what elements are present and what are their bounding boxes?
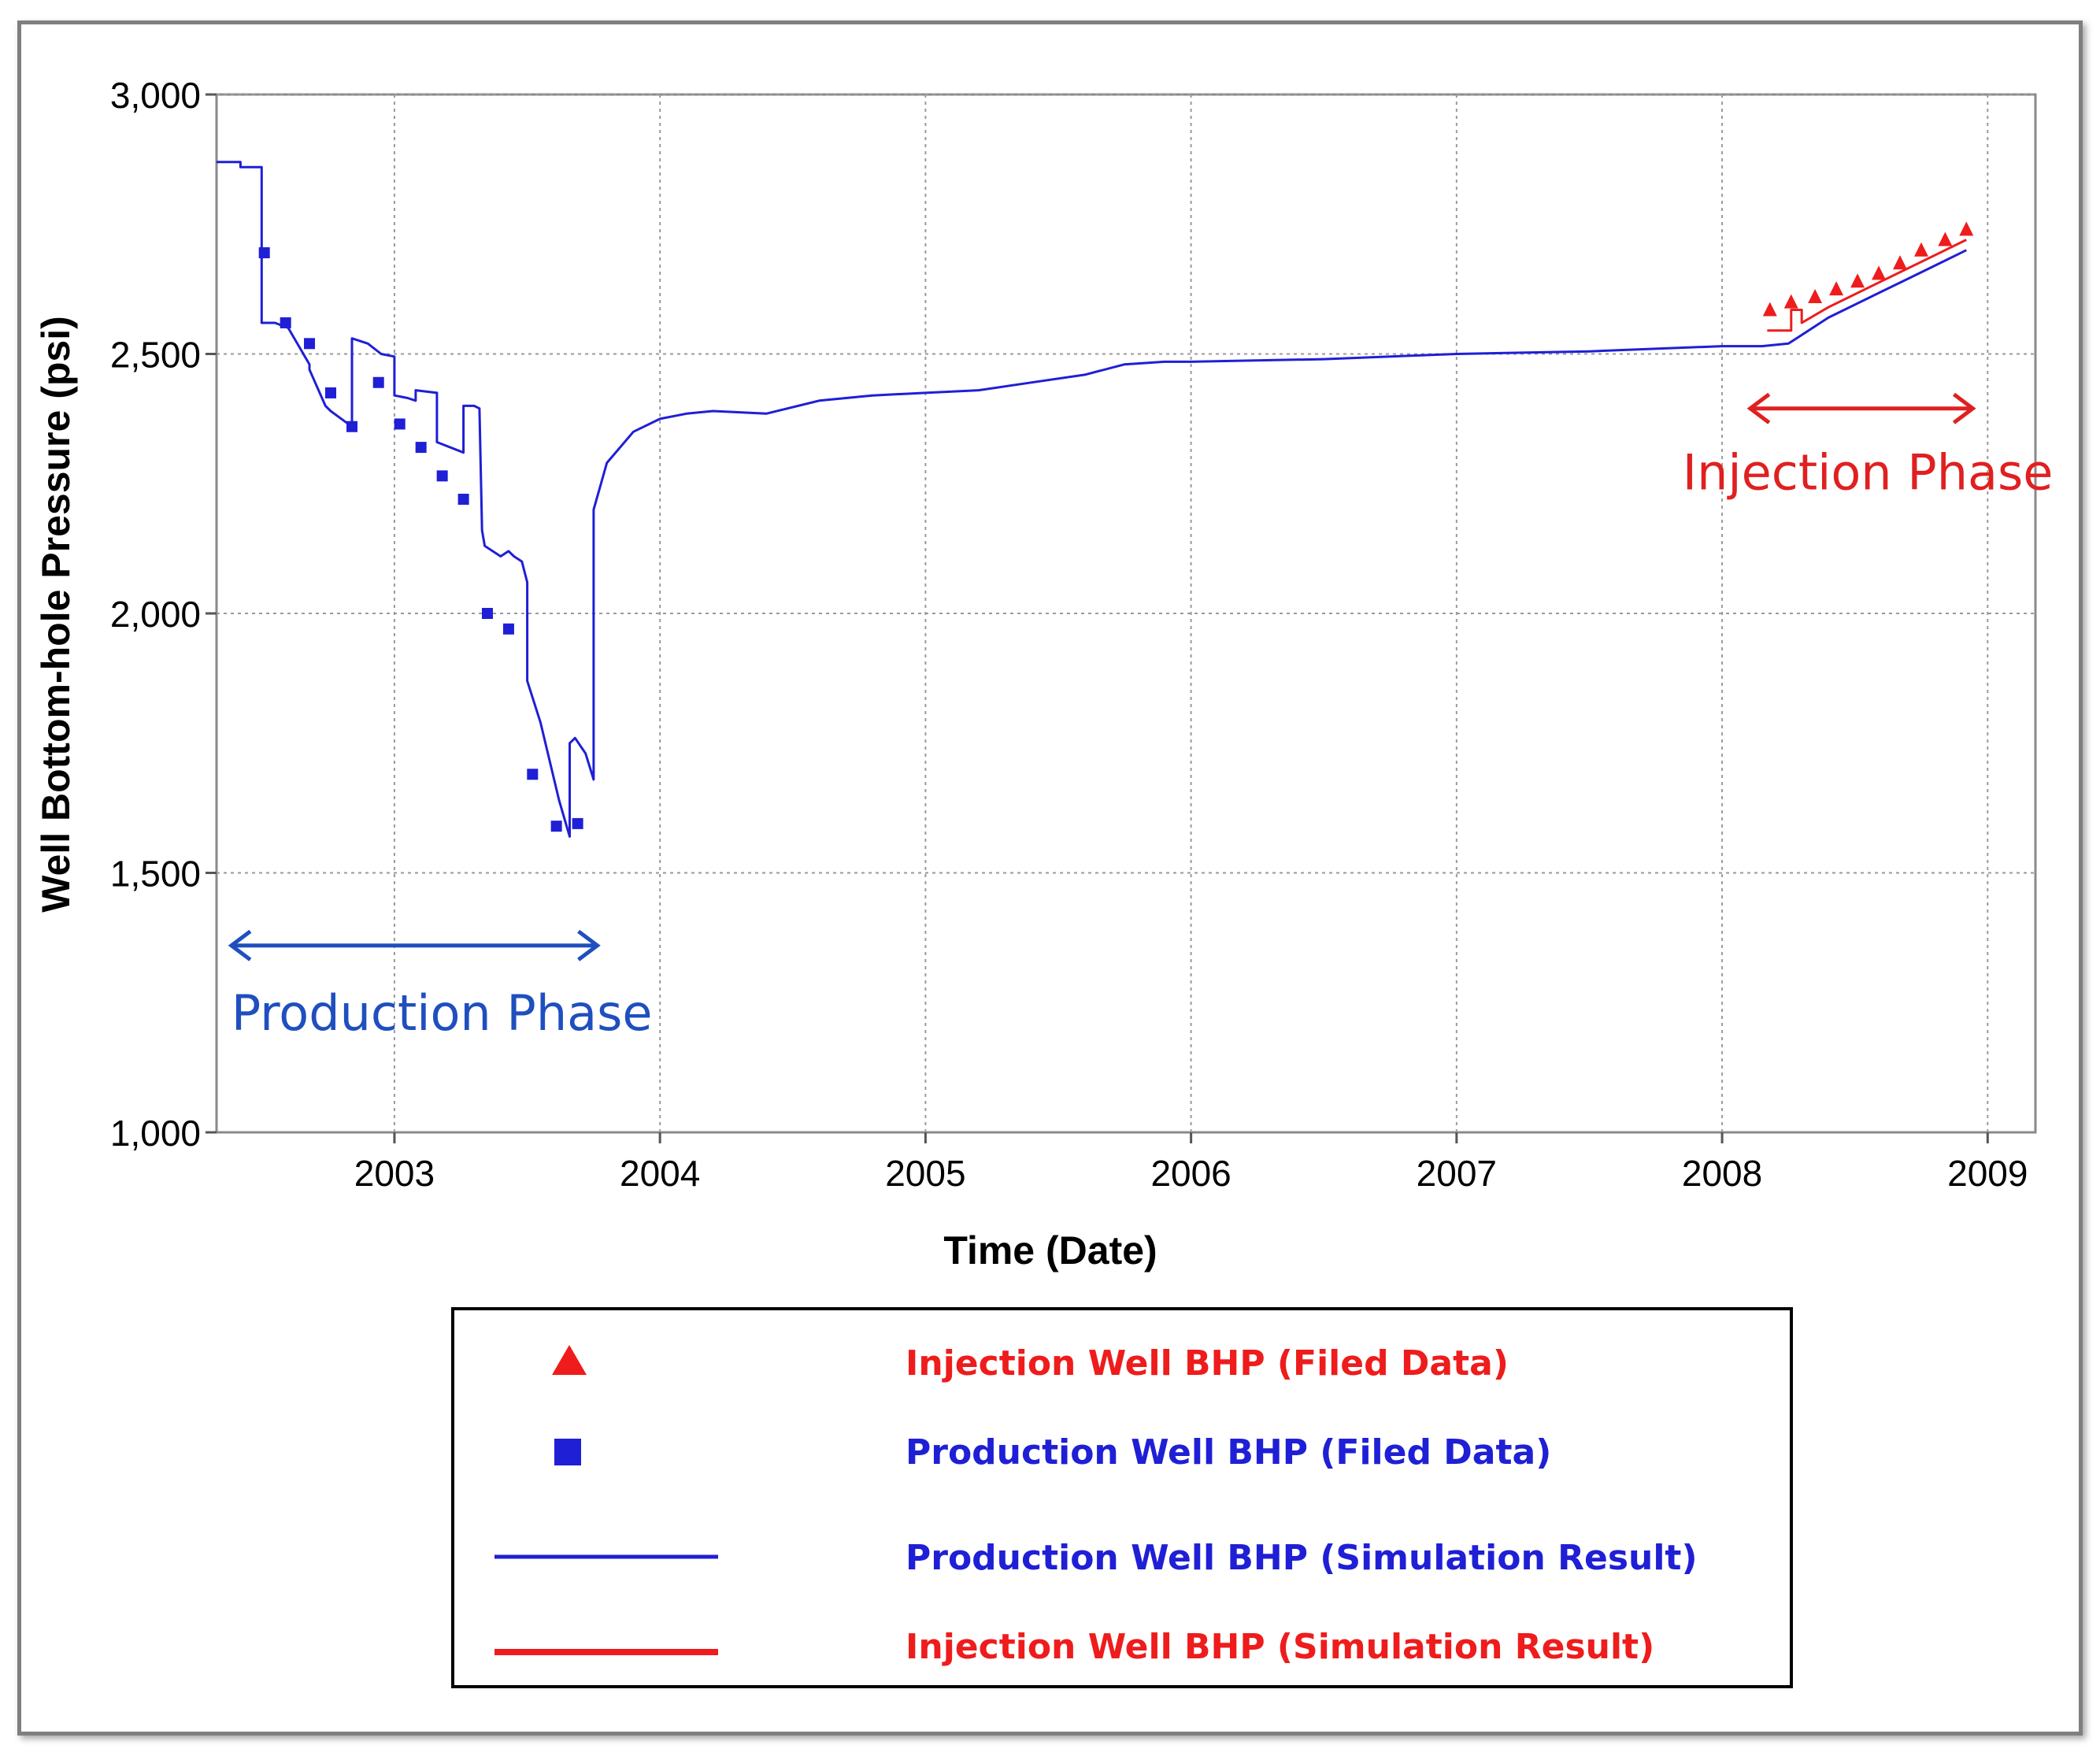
- y-tick-label: 1,500: [110, 854, 201, 895]
- x-tick-label: 2004: [620, 1153, 700, 1194]
- production-data-point: [346, 420, 357, 432]
- x-axis-label: Time (Date): [943, 1228, 1157, 1273]
- x-tick-label: 2008: [1682, 1153, 1762, 1194]
- injection-data-point: [1938, 232, 1953, 246]
- production-phase-label: Production Phase: [231, 984, 653, 1042]
- production-data-point: [502, 623, 514, 635]
- x-tick-label: 2006: [1150, 1153, 1231, 1194]
- production-data-point: [372, 376, 384, 388]
- x-tick-label: 2007: [1417, 1153, 1497, 1194]
- series: [217, 161, 1974, 838]
- injection-phase-label: Injection Phase: [1683, 444, 2054, 502]
- production-data-point: [436, 470, 448, 482]
- injection-data-point: [1762, 302, 1777, 317]
- arrowhead-right: [577, 929, 601, 961]
- injection-sim-line: [1767, 239, 1967, 332]
- y-axis-label: Well Bottom-hole Pressure (psi): [34, 316, 78, 913]
- injection-data-point: [1808, 289, 1823, 304]
- injection-data-point: [1829, 281, 1844, 296]
- y-tick-label: 1,000: [110, 1113, 201, 1154]
- x-tick-label: 2005: [885, 1153, 965, 1194]
- injection-data-point: [1850, 273, 1865, 288]
- production-sim-line: [217, 161, 1967, 838]
- injection-data-point: [1959, 221, 1974, 236]
- legend-label: Production Well BHP (Simulation Result): [906, 1538, 1698, 1578]
- production-data-point: [304, 338, 316, 350]
- grid: [217, 94, 2035, 1132]
- legend: Injection Well BHP (Filed Data) Productio…: [494, 1343, 1698, 1667]
- arrowhead-left: [228, 929, 252, 961]
- production-data-point: [258, 246, 270, 258]
- legend-square-icon: [554, 1439, 581, 1465]
- production-data-point: [394, 418, 406, 430]
- injection-data-point: [1783, 294, 1798, 309]
- x-tick-label: 2009: [1947, 1153, 2028, 1194]
- legend-label: Injection Well BHP (Simulation Result): [906, 1627, 1654, 1667]
- production-data-point: [550, 821, 562, 832]
- production-data-point: [280, 317, 291, 328]
- x-tick-label: 2003: [354, 1153, 435, 1194]
- production-data-point: [325, 387, 337, 398]
- y-tick-label: 2,000: [110, 594, 201, 635]
- production-data-point: [457, 494, 469, 506]
- y-tick-label: 3,000: [110, 75, 201, 116]
- production-data-point: [415, 442, 427, 454]
- legend-triangle-icon: [552, 1345, 587, 1375]
- arrowhead-left: [1746, 392, 1771, 424]
- axis-ticks: 1,000 1,500 2,000 2,500 3,000 2003 2004 2005 200…: [110, 75, 2028, 1194]
- legend-label: Injection Well BHP (Filed Data): [906, 1343, 1509, 1384]
- legend-box: [451, 1307, 1793, 1688]
- injection-data-point: [1872, 265, 1887, 280]
- production-data-point: [527, 769, 539, 780]
- phase-annotations: Production Phase Injection Phase: [228, 392, 2054, 1042]
- injection-data-point: [1913, 242, 1928, 257]
- arrowhead-right: [1952, 392, 1976, 424]
- injection-data-point: [1893, 255, 1908, 270]
- y-tick-label: 2,500: [110, 335, 201, 376]
- legend-label: Production Well BHP (Filed Data): [906, 1432, 1551, 1473]
- production-data-point: [572, 817, 583, 829]
- production-data-point: [481, 608, 493, 619]
